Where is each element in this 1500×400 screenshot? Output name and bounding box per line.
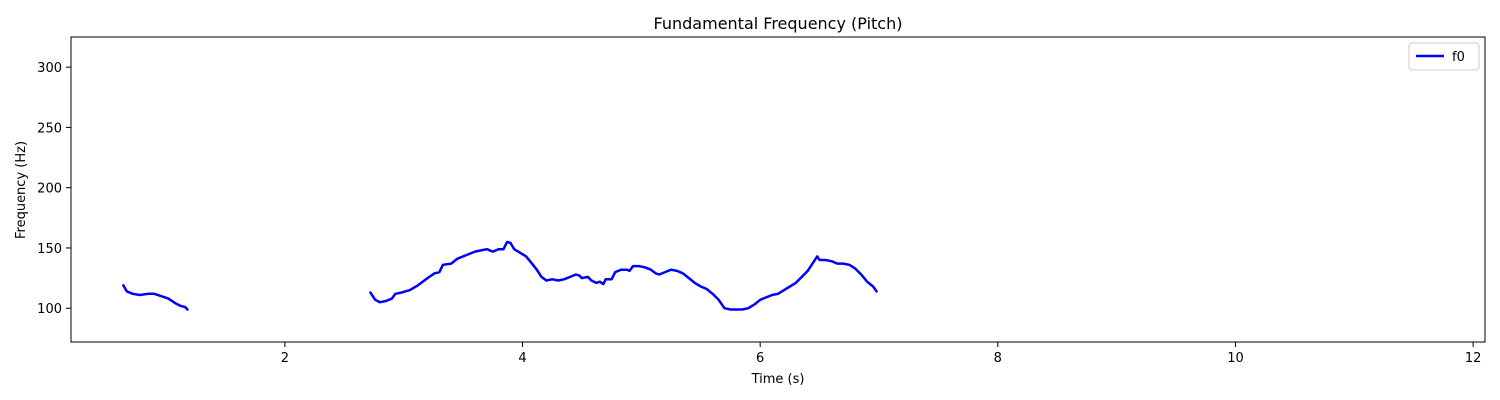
x-tick-label: 8: [994, 351, 1002, 366]
f0-line-segment: [122, 284, 189, 311]
y-tick-label: 200: [37, 182, 62, 197]
x-tick-label: 2: [281, 351, 289, 366]
y-tick-label: 250: [37, 121, 62, 136]
y-tick-label: 300: [37, 61, 62, 76]
y-tick-label: 100: [37, 302, 62, 317]
y-axis: 100 150 200 250 300: [37, 61, 71, 317]
plot-area: [70, 36, 1486, 343]
f0-series-lines: [122, 240, 878, 311]
x-axis: 2 4 6 8 10 12: [281, 342, 1482, 366]
x-axis-label: Time (s): [751, 372, 805, 387]
y-tick-label: 150: [37, 242, 62, 257]
x-tick-label: 6: [756, 351, 764, 366]
y-axis-label: Frequency (Hz): [14, 141, 29, 239]
x-tick-label: 4: [518, 351, 526, 366]
plot-frame: [70, 36, 1486, 343]
x-tick-label: 12: [1465, 351, 1482, 366]
x-tick-label: 10: [1227, 351, 1244, 366]
legend: f0: [1408, 42, 1480, 71]
chart-title: Fundamental Frequency (Pitch): [654, 14, 903, 33]
f0-line-segment: [369, 240, 878, 311]
legend-label-f0: f0: [1452, 50, 1465, 65]
